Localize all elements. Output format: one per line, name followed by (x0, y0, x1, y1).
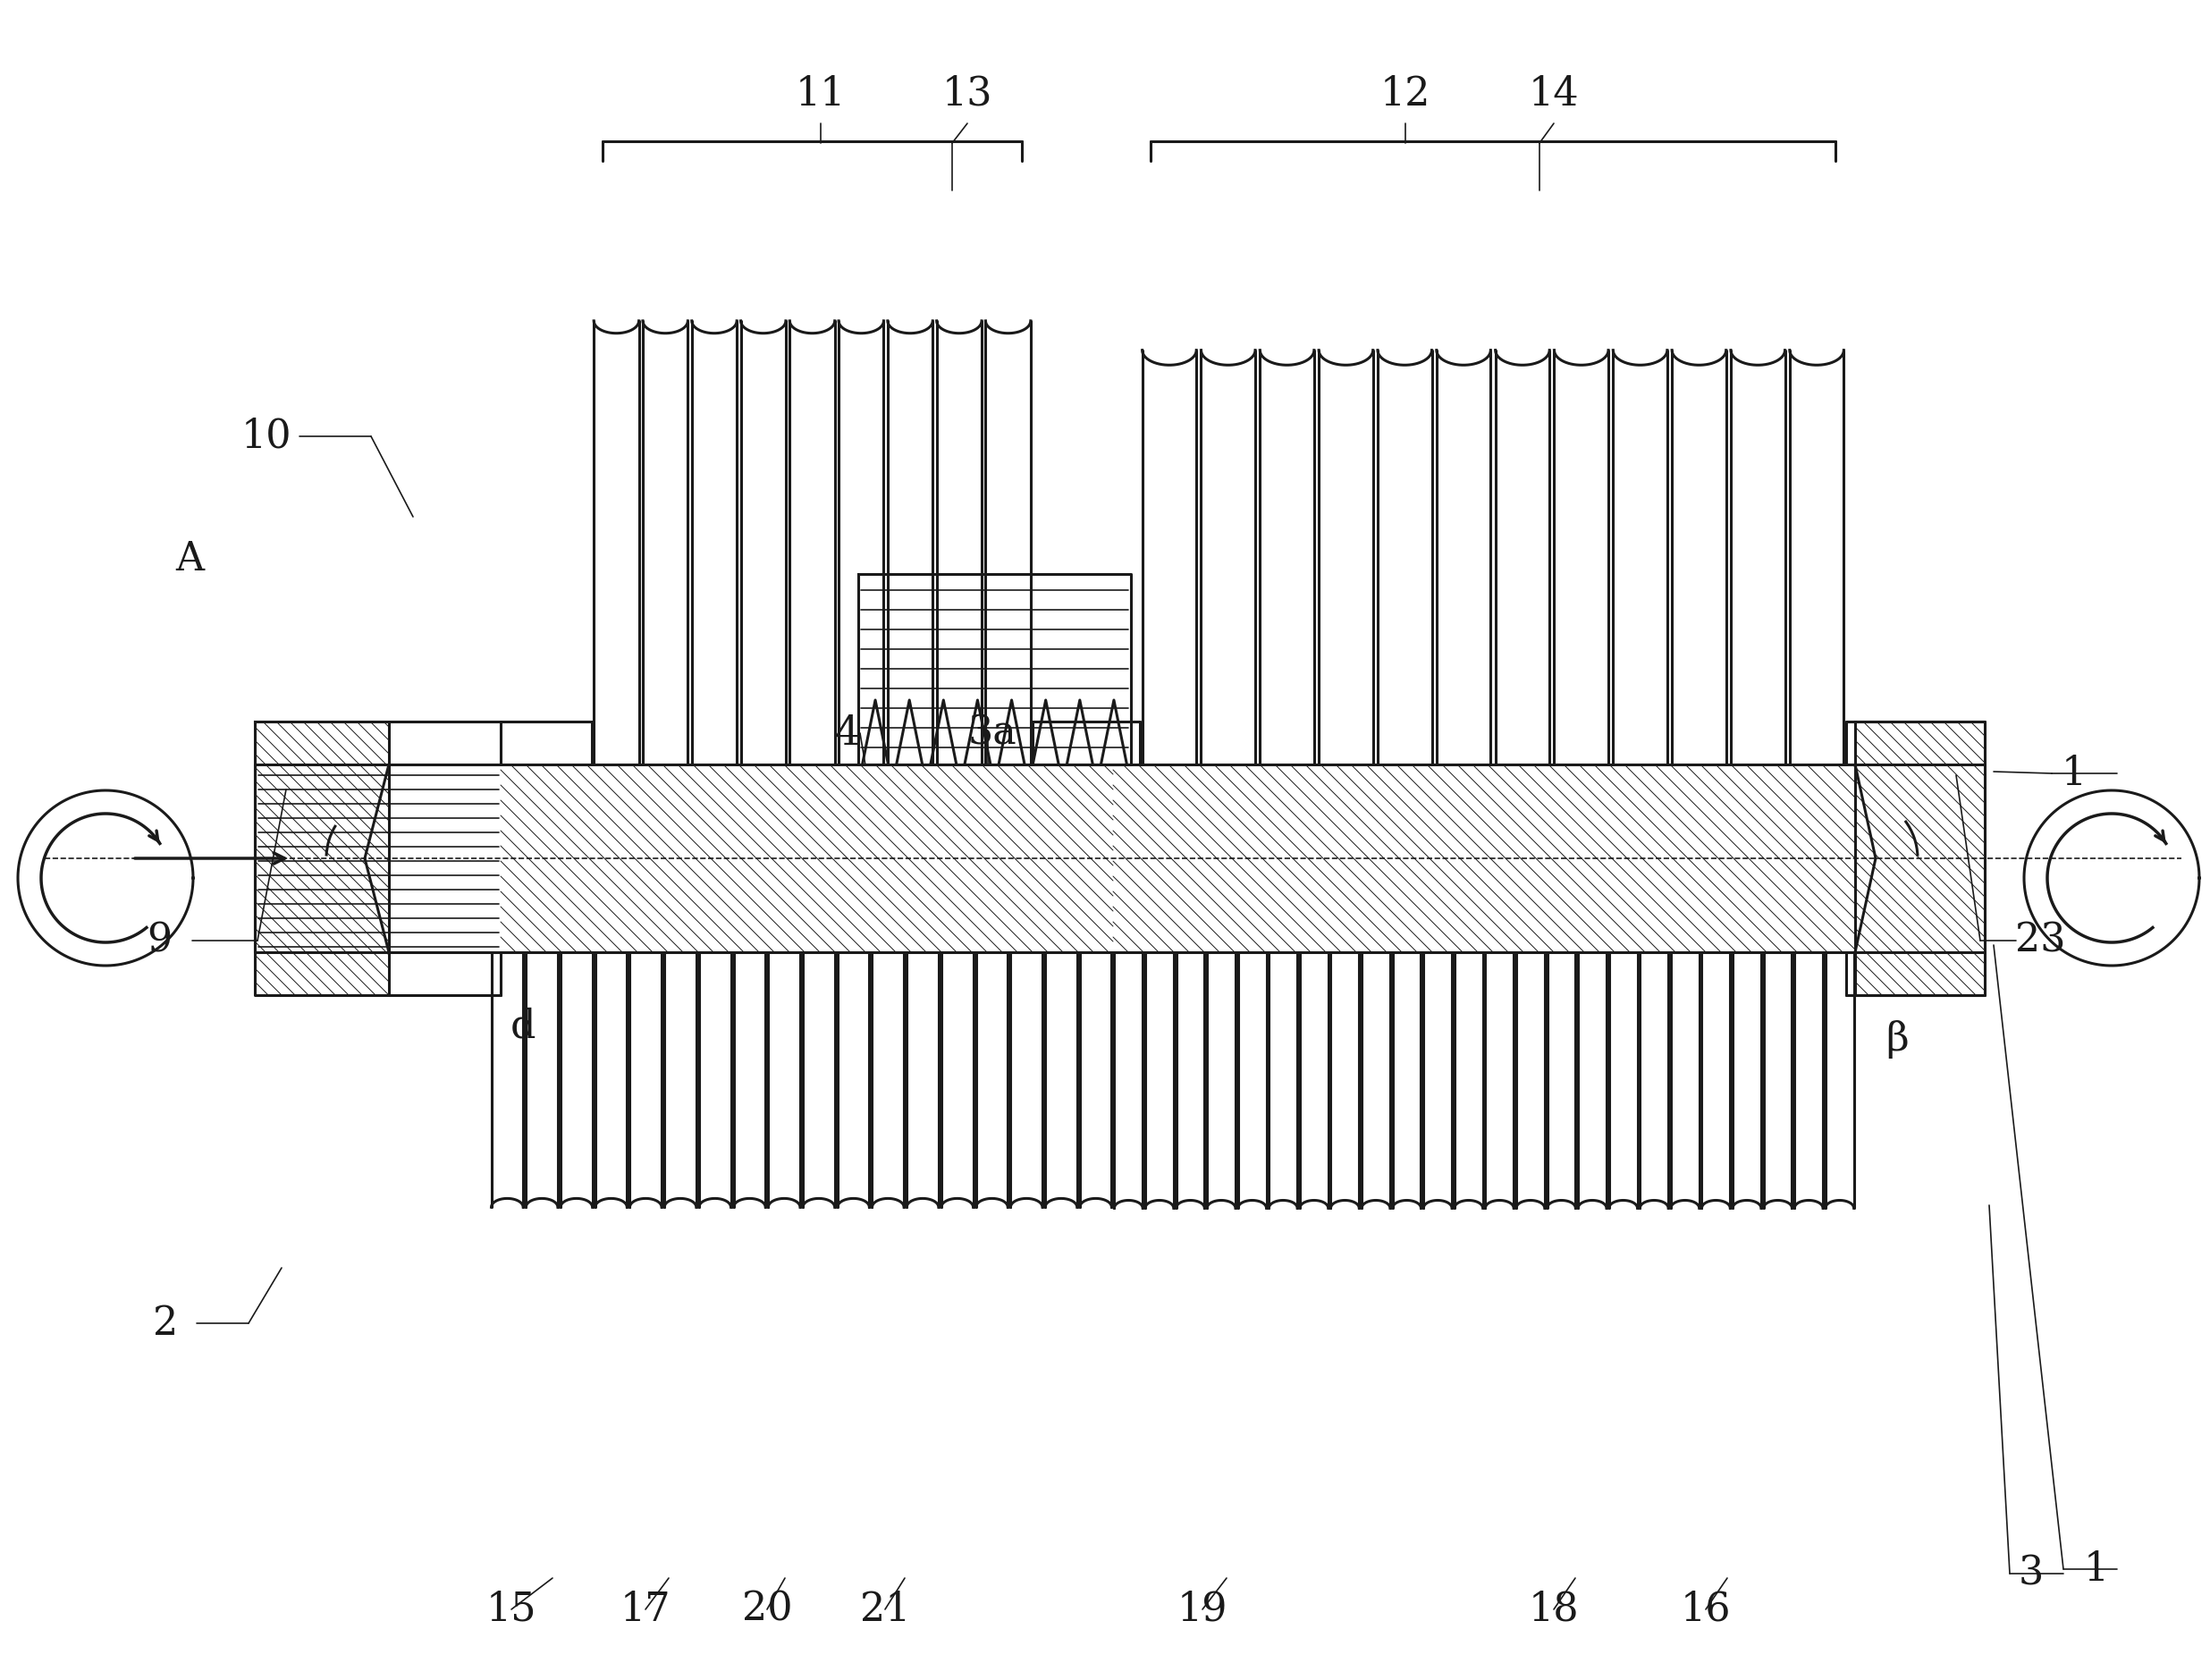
Text: 19: 19 (1178, 1589, 1229, 1628)
Text: 4: 4 (835, 714, 860, 753)
Text: 18: 18 (1529, 1589, 1580, 1628)
Text: 1: 1 (2084, 1551, 2108, 1588)
Text: 23: 23 (2016, 921, 2066, 959)
Text: 9: 9 (146, 921, 172, 959)
Text: d: d (511, 1006, 535, 1045)
Text: 2: 2 (152, 1304, 179, 1342)
Text: 20: 20 (743, 1589, 793, 1628)
Text: 11: 11 (796, 74, 846, 113)
Text: 12: 12 (1379, 74, 1430, 113)
Text: 3: 3 (2018, 1554, 2044, 1593)
Text: 21: 21 (860, 1589, 911, 1628)
Text: β: β (1885, 1020, 1909, 1058)
Text: 14: 14 (1529, 74, 1580, 113)
Text: 10: 10 (241, 417, 292, 455)
Text: 17: 17 (621, 1589, 672, 1628)
Text: 16: 16 (1680, 1589, 1730, 1628)
Text: 13: 13 (941, 74, 992, 113)
Text: 1: 1 (2062, 754, 2086, 793)
Text: 3a: 3a (968, 714, 1017, 753)
Text: 15: 15 (486, 1589, 537, 1628)
Text: A: A (175, 539, 203, 578)
